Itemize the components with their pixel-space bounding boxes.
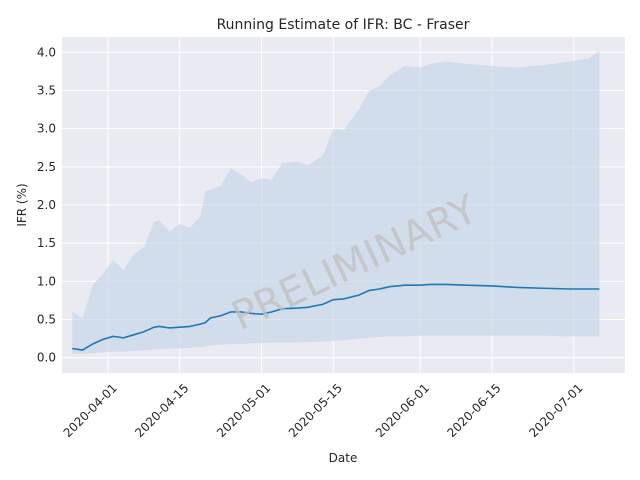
y-tick-label: 3.5 xyxy=(37,83,56,97)
y-axis-label: IFR (%) xyxy=(15,183,29,226)
x-tick-label: 2020-05-01 xyxy=(214,381,273,440)
ifr-series-line xyxy=(72,283,600,351)
x-tick-label: 2020-06-01 xyxy=(373,381,432,440)
x-tick-label: 2020-06-15 xyxy=(444,381,503,440)
x-axis-ticks: 2020-04-01 2020-04-15 2020-05-01 2020-05-15… xyxy=(61,381,586,440)
y-axis-ticks: 0.0 0.5 1.0 1.5 2.0 2.5 3.0 3.5 4.0 xyxy=(37,45,56,364)
y-tick-label: 2.5 xyxy=(37,160,56,174)
y-tick-label: 0.0 xyxy=(37,351,56,365)
y-tick-label: 4.0 xyxy=(37,45,56,59)
y-tick-label: 3.0 xyxy=(37,122,56,136)
y-tick-label: 2.0 xyxy=(37,198,56,212)
x-tick-label: 2020-04-15 xyxy=(132,381,191,440)
x-tick-label: 2020-04-01 xyxy=(61,381,120,440)
x-axis-label: Date xyxy=(329,451,358,465)
y-tick-label: 1.0 xyxy=(37,274,56,288)
chart-title: Running Estimate of IFR: BC - Fraser xyxy=(217,17,470,33)
x-tick-label: 2020-07-01 xyxy=(526,381,585,440)
y-tick-label: 0.5 xyxy=(37,313,56,327)
x-tick-label: 2020-05-15 xyxy=(286,381,345,440)
y-tick-label: 1.5 xyxy=(37,236,56,250)
confidence-band xyxy=(72,50,600,354)
